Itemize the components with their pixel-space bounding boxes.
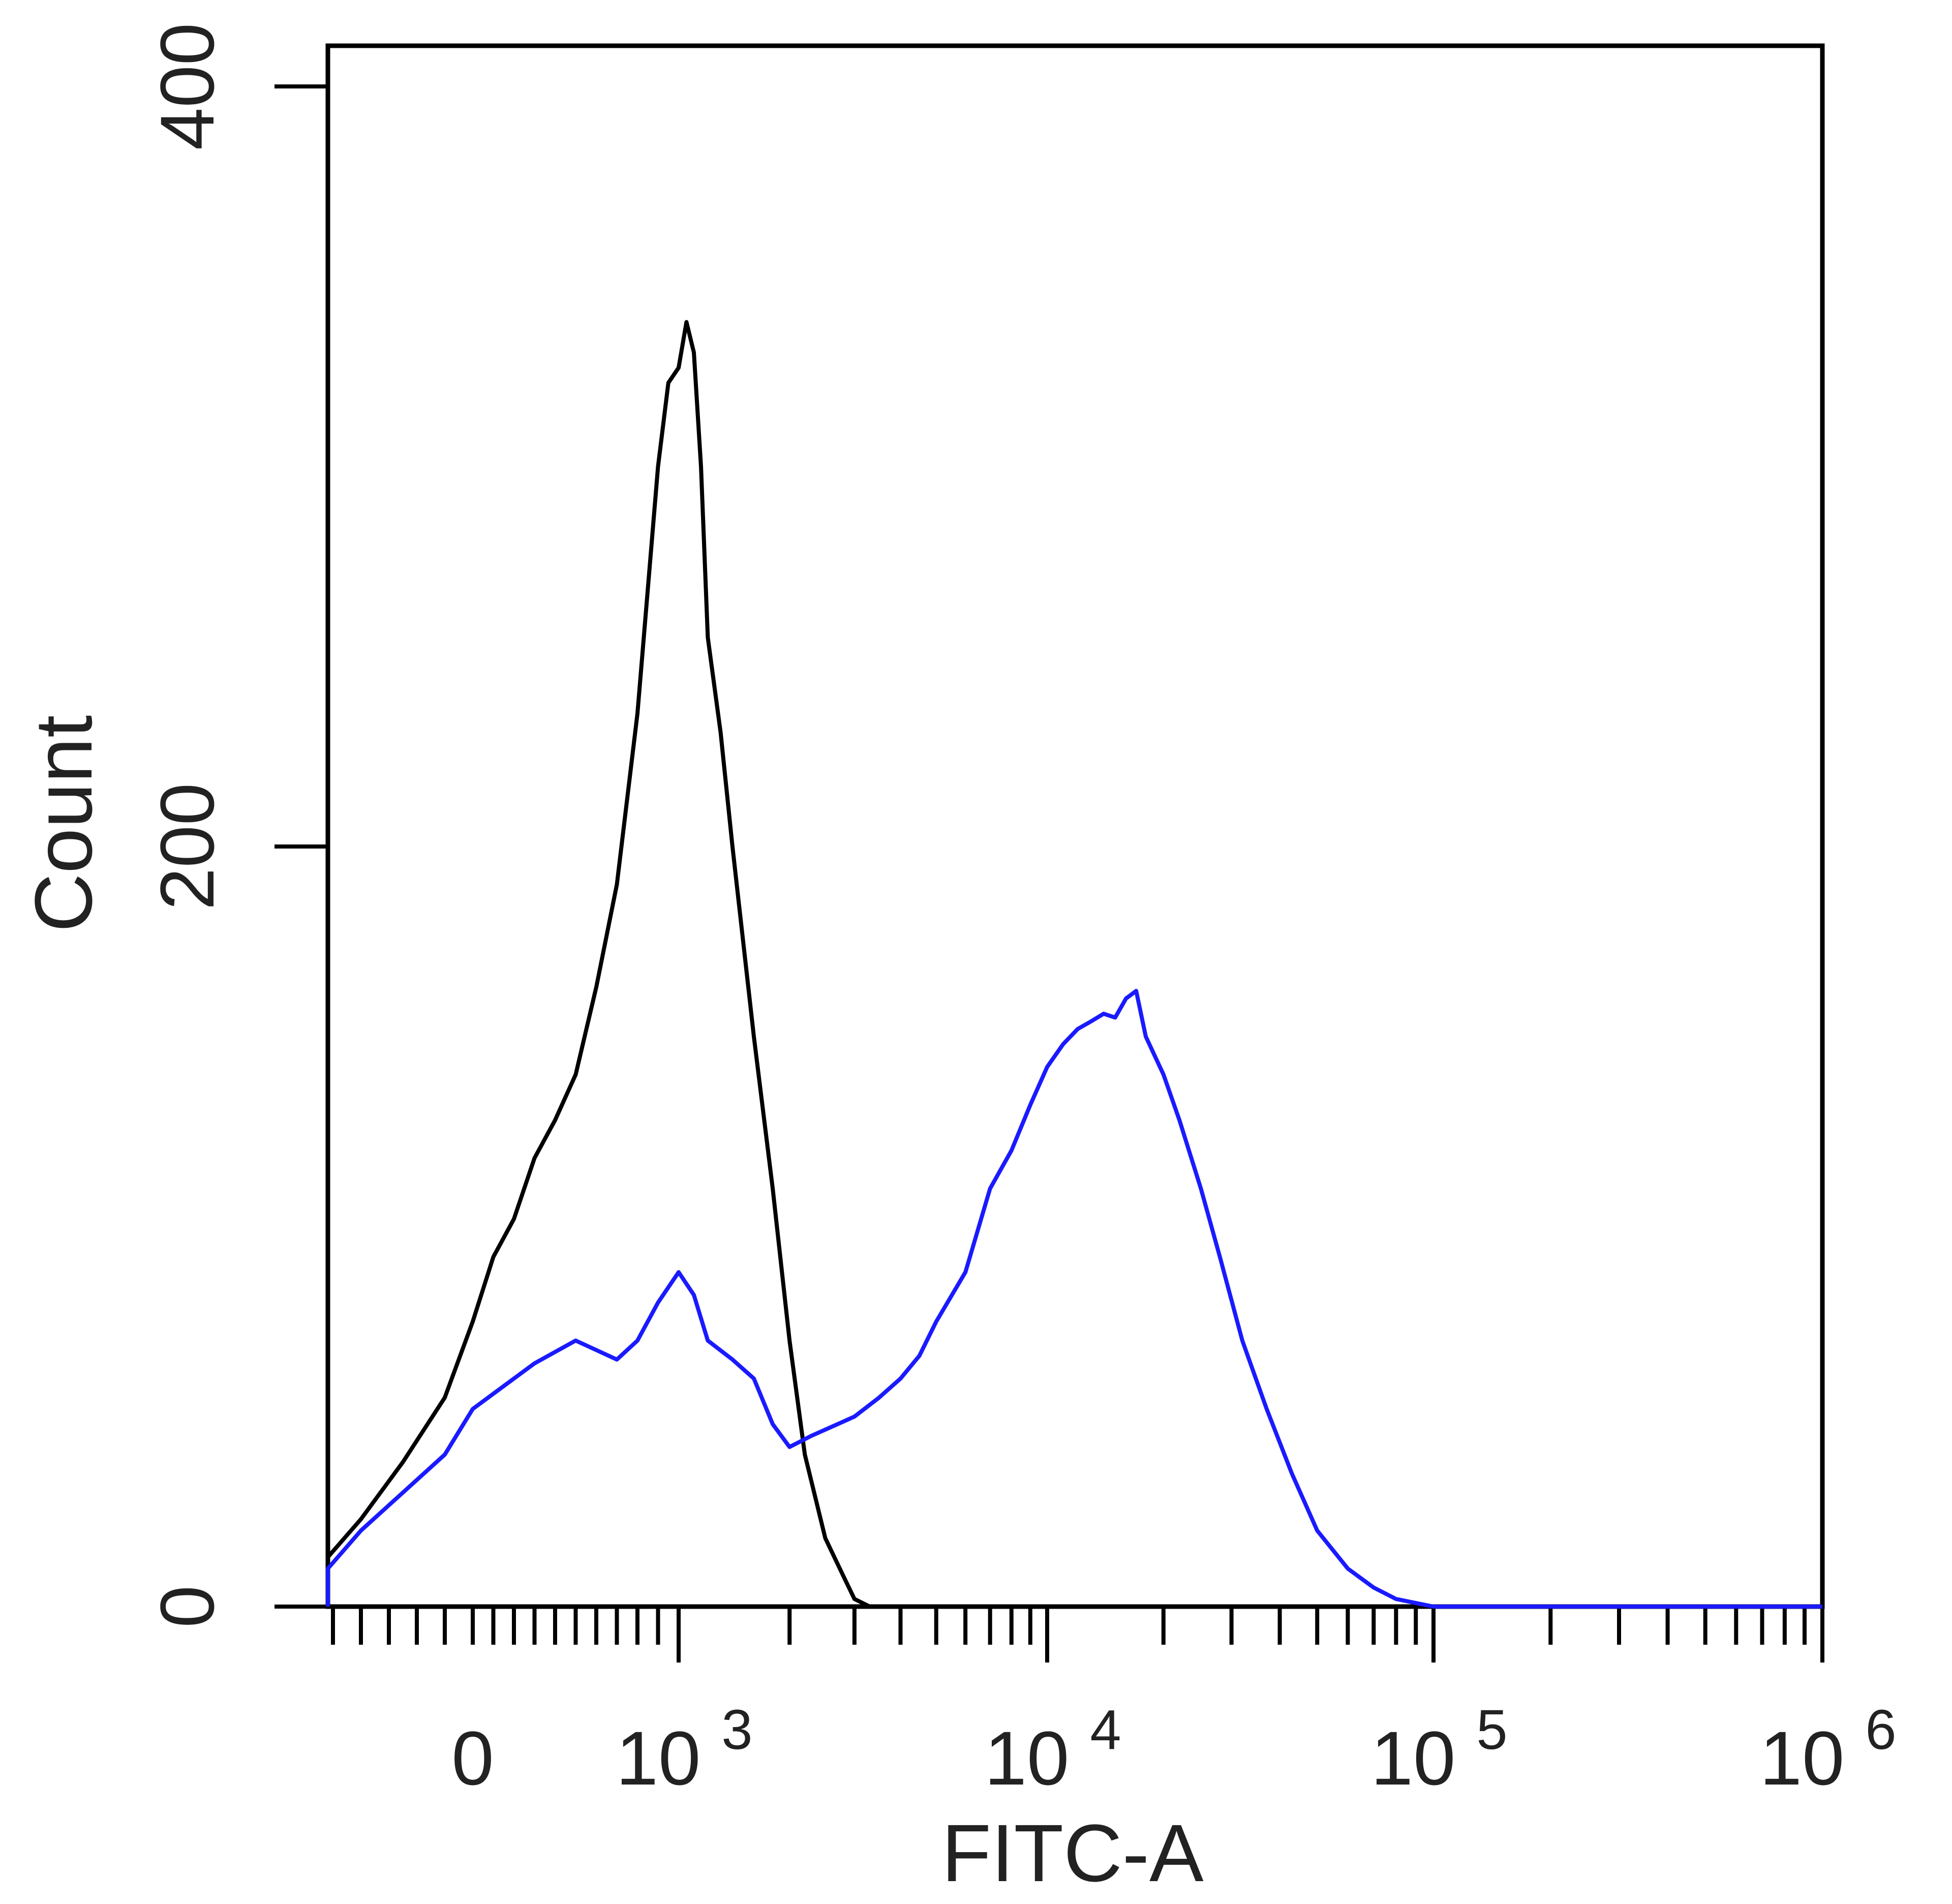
x-tick-label: 10 xyxy=(1371,1715,1456,1801)
series-layer xyxy=(326,320,1822,1609)
x-tick-exponent: 4 xyxy=(1090,1699,1121,1761)
x-tick-exponent: 3 xyxy=(721,1699,752,1761)
y-tick-label: 0 xyxy=(144,1585,230,1627)
y-tick-label: 200 xyxy=(144,783,230,910)
x-axis-title: FITC-A xyxy=(941,1807,1204,1898)
plot-frame xyxy=(325,43,1825,1609)
x-tick-label: 0 xyxy=(451,1715,494,1801)
x-axis: 0 10 3 10 4 10 5 10 6 xyxy=(331,1607,1897,1801)
y-axis: 0 200 400 xyxy=(144,23,328,1628)
x-tick-exponent: 5 xyxy=(1476,1699,1507,1761)
x-tick-label: 10 xyxy=(1760,1715,1845,1801)
y-tick-label: 400 xyxy=(144,23,230,150)
x-tick-label: 10 xyxy=(616,1715,701,1801)
series-line-2 xyxy=(326,989,1822,1609)
x-tick-exponent: 6 xyxy=(1865,1699,1896,1761)
series-line-1 xyxy=(326,320,871,1609)
x-tick-label: 10 xyxy=(985,1715,1070,1801)
y-axis-title: Count xyxy=(18,715,109,932)
